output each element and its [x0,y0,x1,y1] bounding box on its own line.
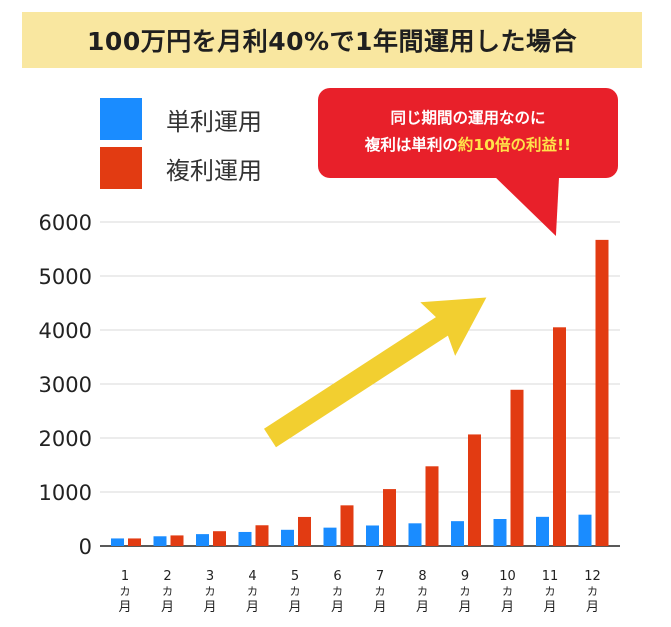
x-tick-unit-month: 月 [246,600,259,615]
trend-arrow [264,297,487,448]
x-tick-unit-month: 月 [118,600,131,615]
x-tick-number: 2 [163,569,171,584]
bar-simple [281,529,294,546]
x-tick-unit-month: 月 [416,600,429,615]
x-tick-unit-ka: カ [587,585,598,598]
trend-arrow-shape [264,297,487,448]
x-tick-number: 9 [461,569,469,584]
x-tick-unit-ka: カ [375,585,386,598]
bar-simple [536,516,549,546]
x-tick-unit-month: 月 [331,600,344,615]
y-tick-label: 0 [79,535,92,559]
y-tick-label: 3000 [39,373,92,397]
bar-simple [323,527,337,546]
x-tick-unit-month: 月 [458,600,471,615]
bar-compound [553,327,566,546]
x-tick-number: 8 [418,569,426,584]
x-tick-number: 5 [291,569,299,584]
x-tick-unit-ka: カ [332,585,343,598]
y-tick-label: 6000 [39,211,92,235]
x-tick-unit-ka: カ [120,585,131,598]
x-tick-unit-month: 月 [288,600,301,615]
callout-highlight: 約10倍の利益!! [457,136,572,154]
bar-compound [255,525,269,546]
bar-simple [111,538,124,546]
x-tick-unit-ka: カ [247,585,258,598]
bar-simple [153,536,167,546]
callout-text: 同じ期間の運用なのに 複利は単利の約10倍の利益!! [318,105,618,159]
x-tick-number: 1 [121,569,129,584]
callout-line-1: 同じ期間の運用なのに [390,109,546,127]
x-tick-number: 4 [248,569,256,584]
bar-compound [298,516,311,546]
x-tick-number: 3 [206,569,214,584]
x-tick-unit-ka: カ [460,585,471,598]
legend-swatch-simple [100,98,142,140]
bar-compound [128,538,141,546]
bar-compound [170,535,184,546]
x-tick-unit-month: 月 [161,600,174,615]
bar-compound [383,489,396,546]
callout-bubble: 同じ期間の運用なのに 複利は単利の約10倍の利益!! [318,88,618,178]
legend-label-compound: 複利運用 [166,156,262,185]
x-tick-number: 6 [333,569,341,584]
y-tick-label: 2000 [39,427,92,451]
bar-compound [340,505,354,546]
x-tick-unit-month: 月 [586,600,599,615]
bar-simple [238,531,252,546]
x-tick-unit-ka: カ [417,585,428,598]
legend-simple: 単利運用 [100,98,262,140]
bar-simple [493,519,507,546]
y-tick-label: 5000 [39,265,92,289]
legend-label-simple: 単利運用 [166,107,262,136]
x-tick-number: 7 [376,569,384,584]
legend-compound: 複利運用 [100,147,262,189]
legend-swatch-compound [100,147,142,189]
bar-simple [408,523,422,546]
chart-title: 100万円を月利40%で1年間運用した場合 [87,27,577,56]
x-tick-number: 12 [584,569,601,584]
bar-compound [468,434,481,546]
x-tick-unit-ka: カ [290,585,301,598]
bar-simple [451,521,464,546]
callout-line-2-prefix: 複利は単利の [364,136,458,154]
x-tick-unit-ka: カ [162,585,173,598]
x-tick-unit-month: 月 [543,600,556,615]
y-tick-label: 1000 [39,481,92,505]
bar-compound [510,389,524,546]
title-banner: 100万円を月利40%で1年間運用した場合 [22,12,642,68]
bar-simple [366,525,379,546]
x-tick-number: 11 [542,569,559,584]
y-tick-label: 4000 [39,319,92,343]
x-tick-unit-ka: カ [502,585,513,598]
callout-line-2: 複利は単利の約10倍の利益!! [318,132,618,159]
x-tick-unit-month: 月 [501,600,514,615]
x-tick-unit-ka: カ [545,585,556,598]
bar-simple [196,534,209,546]
x-tick-unit-ka: カ [205,585,216,598]
x-tick-unit-month: 月 [203,600,216,615]
bar-compound [213,531,226,546]
x-tick-unit-month: 月 [373,600,386,615]
x-tick-number: 10 [499,569,516,584]
bar-compound [595,239,609,546]
bar-compound [425,466,439,546]
bar-simple [578,514,592,546]
